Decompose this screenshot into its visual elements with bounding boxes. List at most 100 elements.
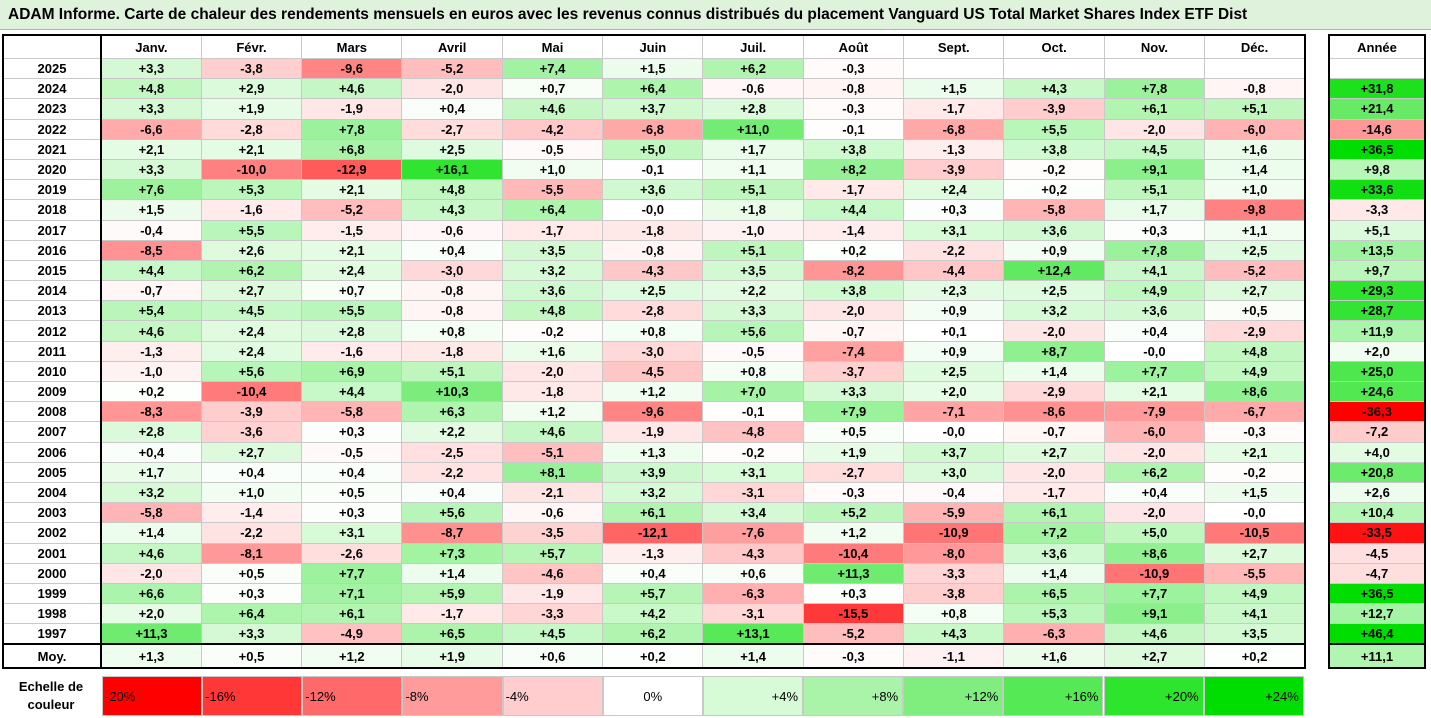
- annual-cell: -4,7: [1328, 562, 1426, 584]
- heat-cell: -5,1: [501, 441, 604, 463]
- year-label: 2017: [2, 219, 102, 241]
- heat-cell: -2,2: [401, 461, 503, 483]
- heat-cell: -0,0: [602, 199, 704, 221]
- heat-cell: +1,7: [100, 461, 202, 483]
- heat-cell: -5,2: [1204, 259, 1306, 282]
- heat-cell: +1,3: [602, 441, 704, 463]
- heat-cell: +4,8: [501, 300, 604, 322]
- heat-cell: +0,4: [401, 481, 503, 504]
- year-row: 2012 +4,6 +2,4 +2,8 +0,8 -0,2 +0,8 +5,6 -0,7 +0,1…: [2, 320, 1306, 342]
- annual-row: +4,0: [1328, 441, 1426, 463]
- heat-cell: +8,7: [1003, 340, 1105, 362]
- heat-cell: +4,3: [401, 199, 503, 221]
- heat-cell: +0,4: [401, 98, 503, 120]
- heat-cell: +3,6: [1103, 300, 1206, 322]
- heat-cell: +0,4: [401, 239, 503, 261]
- heat-cell: -12,1: [602, 522, 704, 544]
- heat-cell: -0,8: [602, 239, 704, 261]
- annual-row: +11,9: [1328, 320, 1426, 342]
- heat-cell: +0,2: [802, 239, 905, 261]
- annual-row: +33,6: [1328, 179, 1426, 201]
- year-row: 2001 +4,6 -8,1 -2,6 +7,3 +5,7 -1,3 -4,3 -10,4 -8,…: [2, 542, 1306, 564]
- heat-cell: -5,2: [802, 623, 905, 645]
- heat-cell: -1,7: [401, 603, 503, 625]
- heat-cell: -3,0: [602, 340, 704, 362]
- annual-cell: +33,6: [1328, 179, 1426, 201]
- heat-cell: +3,6: [1003, 219, 1105, 241]
- heat-cell: +5,5: [200, 219, 303, 241]
- heat-cell: +13,1: [702, 623, 804, 645]
- annual-average-row: +11,1: [1328, 643, 1426, 669]
- heat-cell: +2,5: [1003, 280, 1105, 302]
- heat-cell: +7,6: [100, 179, 202, 201]
- color-scale-swatch: -4%: [502, 676, 603, 716]
- annual-row: +13,5: [1328, 239, 1426, 261]
- heat-cell: +0,5: [802, 421, 905, 443]
- heat-cell: +1,9: [802, 441, 905, 463]
- heat-cell: -5,2: [301, 199, 403, 221]
- heat-cell: -1,7: [501, 219, 604, 241]
- year-label: 2005: [2, 461, 102, 483]
- heat-cell: +6,1: [1103, 98, 1206, 120]
- annual-cell: +36,5: [1328, 582, 1426, 605]
- heat-cell: +7,1: [301, 582, 403, 605]
- year-row: 1997 +11,3 +3,3 -4,9 +6,5 +4,5 +6,2 +13,1 -5,2 +4…: [2, 623, 1306, 645]
- average-cell: +1,3: [100, 643, 202, 669]
- heat-cell: +3,6: [602, 179, 704, 201]
- annual-row: +36,5: [1328, 582, 1426, 605]
- heat-cell: +4,3: [1003, 78, 1105, 100]
- year-label: 2004: [2, 481, 102, 504]
- average-cell: +1,4: [702, 643, 804, 669]
- heat-cell: -8,3: [100, 401, 202, 423]
- heat-cell: -8,0: [903, 542, 1005, 564]
- annual-cell: +20,8: [1328, 461, 1426, 483]
- heat-cell: -10,5: [1204, 522, 1306, 544]
- average-label: Moy.: [2, 643, 102, 669]
- heat-cell: -12,9: [301, 158, 403, 181]
- heat-cell: +2,2: [702, 280, 804, 302]
- heat-cell: -0,1: [802, 118, 905, 140]
- heat-cell: +2,4: [301, 259, 403, 282]
- heat-cell: -4,4: [903, 259, 1005, 282]
- heat-cell: -10,0: [200, 158, 303, 181]
- heat-cell: -6,8: [602, 118, 704, 140]
- heat-cell: +4,6: [301, 78, 403, 100]
- year-label: 2013: [2, 300, 102, 322]
- heat-cell: -5,8: [1003, 199, 1105, 221]
- heat-cell: -4,3: [702, 542, 804, 564]
- heat-cell: -0,0: [1204, 502, 1306, 524]
- heat-cell: +1,5: [1204, 481, 1306, 504]
- annual-cell: +9,7: [1328, 259, 1426, 282]
- heat-cell: -0,4: [903, 481, 1005, 504]
- annual-header: Année: [1328, 34, 1426, 59]
- heat-cell: +0,3: [301, 421, 403, 443]
- month-header: Févr.: [200, 34, 303, 59]
- year-label: 2002: [2, 522, 102, 544]
- heat-cell: +11,3: [100, 623, 202, 645]
- heat-cell: +4,4: [802, 199, 905, 221]
- heat-cell: +3,5: [702, 259, 804, 282]
- heat-cell: +0,8: [702, 360, 804, 383]
- heat-cell: +4,6: [501, 98, 604, 120]
- heat-cell: +5,3: [200, 179, 303, 201]
- annual-heatmap: Année +31,8 +21,4 -14,6 +36,5 +9,8 +33,6 -3,3 +…: [1328, 34, 1426, 670]
- average-cell: +0,5: [200, 643, 303, 669]
- heat-cell: +3,4: [702, 502, 804, 524]
- heat-cell: -2,0: [1003, 461, 1105, 483]
- color-scale-swatch: +20%: [1103, 676, 1204, 716]
- monthly-heatmap: Janv. Févr. Mars Avril Mai Juin Juil. Août Sept.…: [2, 34, 1306, 670]
- heat-cell: +2,7: [200, 280, 303, 302]
- heat-cell: -0,3: [802, 481, 905, 504]
- heat-cell: -5,8: [100, 502, 202, 524]
- month-header: Sept.: [903, 34, 1005, 59]
- annual-cell: +2,0: [1328, 340, 1426, 362]
- heat-cell: +5,1: [401, 360, 503, 383]
- heat-cell: +1,0: [200, 481, 303, 504]
- average-cell: -0,3: [802, 643, 905, 669]
- heat-cell: +1,2: [602, 380, 704, 403]
- heat-cell: +3,0: [903, 461, 1005, 483]
- heat-cell: -1,9: [501, 582, 604, 605]
- heat-cell: +6,1: [602, 502, 704, 524]
- heat-cell: -0,8: [401, 280, 503, 302]
- heat-cell: +3,1: [903, 219, 1005, 241]
